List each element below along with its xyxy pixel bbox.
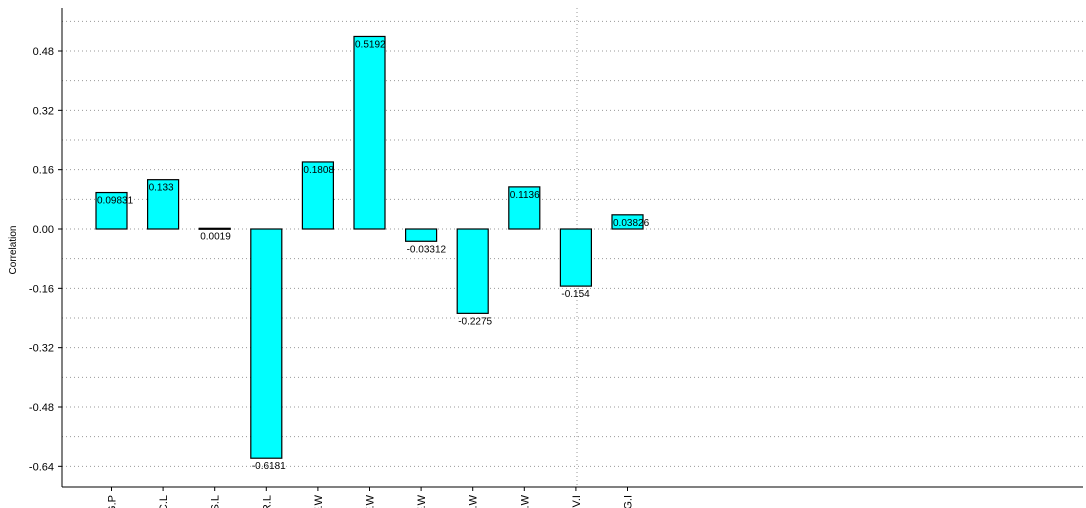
bars bbox=[95, 35, 644, 459]
x-tick-label: F.W bbox=[365, 494, 377, 508]
x-tick-label: R.L bbox=[261, 495, 273, 508]
bar-value-label: -0.6181 bbox=[252, 461, 286, 472]
y-tick-label: -0.64 bbox=[29, 461, 54, 473]
bar bbox=[508, 186, 541, 230]
bar bbox=[301, 161, 334, 230]
bar-value-label: -0.154 bbox=[561, 289, 590, 300]
x-tick-label: G.I bbox=[623, 495, 635, 508]
x-tick-label: C.L bbox=[158, 495, 170, 508]
y-tick-label: 0.32 bbox=[33, 105, 54, 117]
bar bbox=[198, 227, 231, 230]
bar bbox=[250, 228, 283, 459]
bar-value-label: 0.03826 bbox=[613, 218, 650, 229]
bar bbox=[456, 228, 489, 314]
x-tick-label: D.W bbox=[468, 494, 480, 508]
y-tick-label: -0.48 bbox=[29, 402, 54, 414]
bar-value-label: -0.03312 bbox=[407, 244, 447, 255]
bar bbox=[611, 214, 644, 230]
y-tick-label: -0.16 bbox=[29, 283, 54, 295]
data-labels: 0.09831 0.133 0.0019 -0.6181 0.1808 0.5192 -0.… bbox=[97, 39, 650, 472]
x-tick-label: F.W bbox=[313, 494, 325, 508]
y-tick-label: 0.00 bbox=[33, 224, 54, 236]
bar bbox=[353, 35, 386, 230]
bar-value-label: 0.5192 bbox=[355, 39, 386, 50]
y-tick-label: -0.32 bbox=[29, 343, 54, 355]
bar bbox=[559, 228, 593, 287]
bar-value-label: -0.2275 bbox=[458, 316, 492, 327]
bar-value-label: 0.1808 bbox=[303, 165, 334, 176]
y-tick-label: 0.16 bbox=[33, 165, 54, 177]
bar bbox=[95, 191, 128, 230]
x-tick-label: D.W bbox=[519, 494, 531, 508]
bar-value-label: 0.09831 bbox=[97, 196, 134, 207]
x-tick-label: V.I bbox=[571, 495, 583, 507]
y-axis-title: Correlation bbox=[8, 226, 19, 275]
bar bbox=[147, 179, 180, 230]
x-tick-label: S.L bbox=[210, 495, 222, 508]
bar-value-label: 0.0019 bbox=[200, 231, 231, 242]
axes: 0.48 0.32 0.16 0.00 -0.16 -0.32 -0.48 -0.64 G.P C… bbox=[29, 8, 1083, 508]
x-tick-label: F.W bbox=[416, 494, 428, 508]
x-tick-label: G.P bbox=[107, 495, 119, 508]
bar bbox=[405, 228, 438, 242]
y-tick-label: 0.48 bbox=[33, 46, 54, 58]
bar-value-label: 0.1136 bbox=[510, 190, 540, 201]
bar-value-label: 0.133 bbox=[149, 183, 174, 194]
